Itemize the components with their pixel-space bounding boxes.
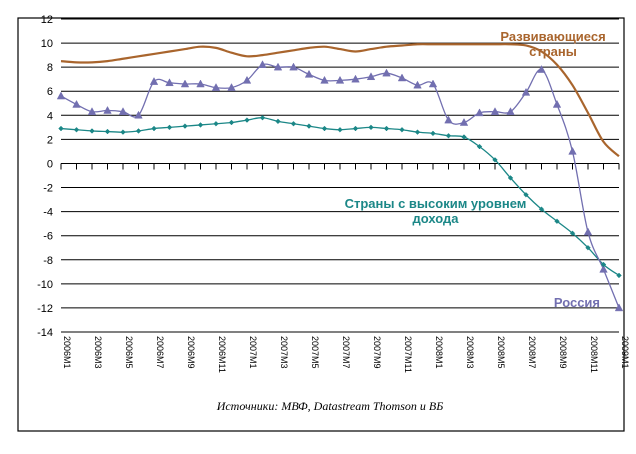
svg-text:2006M1: 2006M1: [62, 336, 72, 369]
svg-text:10: 10: [41, 38, 53, 50]
svg-text:2008M1: 2008M1: [434, 336, 444, 369]
svg-text:2006M11: 2006M11: [217, 336, 227, 373]
svg-text:-14: -14: [37, 327, 53, 339]
svg-text:4: 4: [47, 110, 53, 122]
svg-text:-2: -2: [43, 183, 53, 195]
svg-text:2006M9: 2006M9: [186, 336, 196, 369]
svg-text:2007M5: 2007M5: [310, 336, 320, 369]
svg-text:-4: -4: [43, 207, 53, 219]
svg-text:2009M1: 2009M1: [620, 336, 630, 369]
svg-text:-10: -10: [37, 279, 53, 291]
svg-text:6: 6: [47, 86, 53, 98]
svg-text:8: 8: [47, 62, 53, 74]
svg-text:2007M1: 2007M1: [248, 336, 258, 369]
svg-text:0: 0: [47, 158, 53, 170]
svg-text:2008M9: 2008M9: [558, 336, 568, 369]
svg-text:2007M9: 2007M9: [372, 336, 382, 369]
svg-text:2006M3: 2006M3: [93, 336, 103, 369]
svg-text:2007M3: 2007M3: [279, 336, 289, 369]
svg-text:2: 2: [47, 134, 53, 146]
svg-text:12: 12: [41, 14, 53, 26]
svg-text:2007M11: 2007M11: [403, 336, 413, 373]
svg-text:-6: -6: [43, 231, 53, 243]
svg-text:-8: -8: [43, 255, 53, 267]
svg-text:-12: -12: [37, 303, 53, 315]
svg-text:2008M3: 2008M3: [465, 336, 475, 369]
svg-text:2006M5: 2006M5: [124, 336, 134, 369]
svg-text:2008M11: 2008M11: [589, 336, 599, 373]
svg-text:2008M7: 2008M7: [527, 336, 537, 369]
svg-text:2006M7: 2006M7: [155, 336, 165, 369]
svg-text:2008M5: 2008M5: [496, 336, 506, 369]
svg-text:2007M7: 2007M7: [341, 336, 351, 369]
